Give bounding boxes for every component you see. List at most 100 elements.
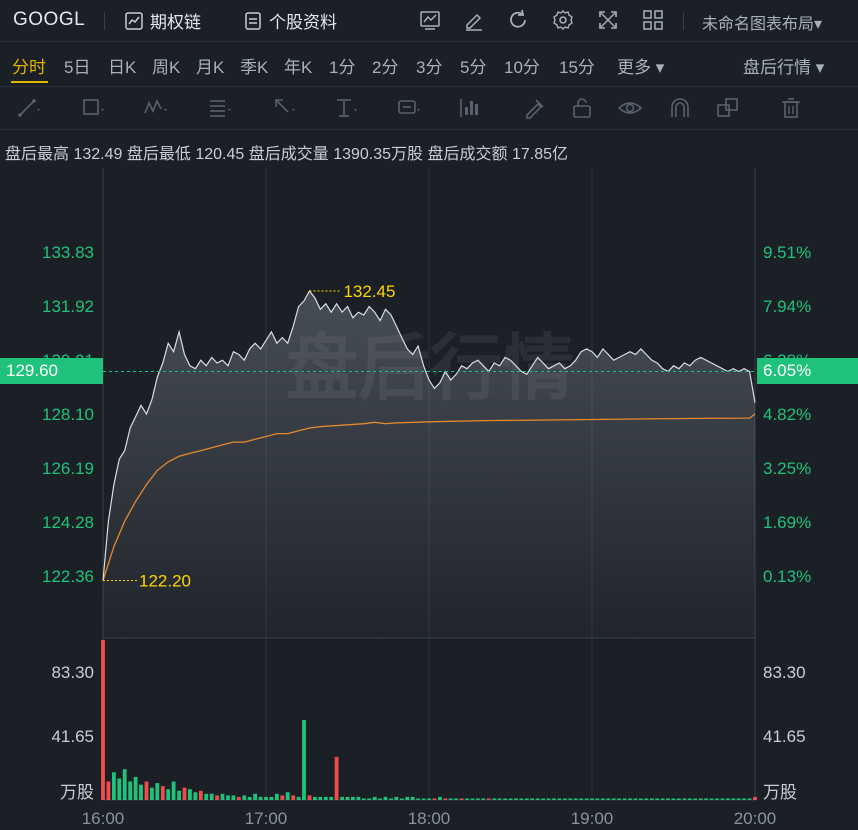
time-tick-label: 16:00	[82, 809, 125, 828]
volume-bar	[367, 798, 372, 800]
volume-unit-label: 万股	[60, 783, 94, 803]
lock-icon[interactable]	[569, 95, 595, 121]
session-select[interactable]: 盘后行情 ▾	[743, 58, 825, 77]
tab-monthly-k[interactable]: 月K	[196, 58, 225, 77]
volume-bar	[497, 798, 502, 800]
refresh-icon[interactable]	[507, 9, 529, 31]
tab-15min[interactable]: 15分	[559, 58, 595, 77]
eye-icon[interactable]	[617, 95, 643, 121]
volume-bar	[253, 793, 257, 800]
tab-5min[interactable]: 5分	[460, 58, 487, 77]
volume-bar	[448, 798, 453, 800]
volume-bar	[160, 786, 165, 800]
volume-bar	[492, 798, 497, 800]
ticker-symbol[interactable]: GOOGL	[13, 9, 86, 30]
volume-bar	[628, 798, 632, 800]
fibonacci-icon[interactable]	[207, 95, 233, 121]
volume-bar	[524, 798, 529, 800]
tab-daily-k[interactable]: 日K	[108, 58, 137, 77]
price-area-fill	[103, 291, 755, 638]
magnet-icon[interactable]	[667, 95, 693, 121]
tab-5day[interactable]: 5日	[64, 58, 91, 77]
brush-icon[interactable]	[522, 95, 548, 121]
volume-bar	[568, 798, 573, 800]
text-label-icon[interactable]	[396, 95, 422, 121]
time-tick-label: 19:00	[571, 809, 614, 828]
volume-bar	[150, 787, 154, 800]
volume-bar	[443, 798, 448, 800]
gear-icon[interactable]	[552, 9, 574, 31]
tab-10min[interactable]: 10分	[504, 58, 540, 77]
fullscreen-icon[interactable]	[597, 9, 619, 31]
vertical-line-icon[interactable]	[333, 95, 359, 121]
volume-bar	[334, 756, 339, 800]
tab-yearly-k[interactable]: 年K	[284, 58, 313, 77]
volume-bar	[698, 798, 703, 800]
volume-bar	[133, 776, 138, 800]
volume-bar	[715, 798, 719, 800]
high-value: 132.49	[73, 146, 123, 163]
volume-bar	[682, 798, 687, 800]
volume-bar	[410, 796, 415, 800]
average-price-line	[102, 413, 756, 581]
tab-more[interactable]: 更多 ▾	[617, 58, 665, 77]
grid-layout-icon[interactable]	[642, 9, 664, 31]
tab-1min[interactable]: 1分	[329, 58, 356, 77]
trend-line-icon[interactable]	[16, 95, 42, 121]
trash-icon[interactable]	[778, 95, 804, 121]
draw-pen-icon[interactable]	[463, 9, 485, 31]
volume-bar	[247, 796, 252, 800]
rectangle-icon[interactable]	[80, 95, 106, 121]
current-price-tag: 129.60	[0, 358, 103, 385]
tab-weekly-k[interactable]: 周K	[152, 58, 181, 77]
tab-2min[interactable]: 2分	[372, 58, 399, 77]
arrow-icon[interactable]	[271, 95, 297, 121]
volume-bar	[546, 798, 551, 800]
volume-bar	[639, 798, 643, 800]
low-label: 盘后最低	[126, 146, 191, 163]
volume-bar	[720, 798, 725, 800]
volume-bar	[677, 798, 681, 800]
volume-bar	[481, 798, 486, 800]
percent-axis-label: 1.69%	[763, 513, 811, 532]
volume-bar	[687, 798, 692, 800]
stock-info-button[interactable]: 个股资料	[243, 8, 337, 33]
volume-bar	[378, 798, 382, 800]
volume-bar	[302, 720, 306, 800]
options-chain-button[interactable]: 期权链	[124, 8, 201, 33]
price-axis-label: 122.36	[42, 567, 94, 586]
tab-quarterly-k[interactable]: 季K	[240, 58, 269, 77]
price-axis-label: 126.19	[42, 459, 94, 478]
price-axis-label: 128.10	[42, 405, 94, 424]
wave-pattern-icon[interactable]	[143, 95, 169, 121]
drawing-toolbar	[0, 86, 858, 130]
options-chain-icon	[125, 11, 143, 30]
intraday-chart[interactable]: 16:00 17:00 18:00 19:00 20:00 133.83 9.51% 131.…	[0, 168, 858, 830]
volume-bar	[351, 796, 355, 800]
volume-bar	[508, 798, 513, 800]
measure-icon[interactable]	[458, 95, 484, 121]
tab-intraday[interactable]: 分时	[12, 58, 46, 77]
volume-bar	[666, 798, 670, 800]
volume-bar	[215, 795, 219, 800]
layout-selector[interactable]: 未命名图表布局▾	[702, 10, 822, 34]
volume-bar	[220, 793, 225, 800]
current-pct-tag: 6.05%	[757, 358, 858, 385]
price-axis-label: 131.92	[42, 297, 94, 316]
volume-bar	[704, 798, 708, 800]
chart-type-icon[interactable]	[419, 9, 441, 31]
volume-bar	[530, 798, 535, 800]
tab-3min[interactable]: 3分	[416, 58, 443, 77]
volume-bar	[454, 798, 459, 800]
volume-bar	[584, 798, 589, 800]
high-label: 盘后最高	[5, 146, 70, 163]
volume-bar	[372, 796, 377, 800]
volume-bar	[438, 796, 442, 800]
volume-bar	[432, 798, 437, 800]
stock-info-label: 个股资料	[269, 13, 337, 32]
volume-bar	[476, 798, 480, 800]
percent-axis-label: 0.13%	[763, 567, 811, 586]
layers-icon[interactable]	[715, 95, 741, 121]
volume-bar	[226, 795, 230, 800]
time-tick-label: 18:00	[408, 809, 451, 828]
